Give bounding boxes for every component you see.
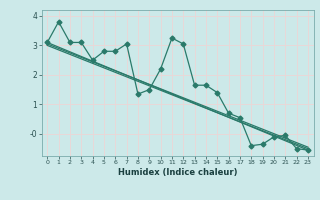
X-axis label: Humidex (Indice chaleur): Humidex (Indice chaleur) xyxy=(118,168,237,177)
